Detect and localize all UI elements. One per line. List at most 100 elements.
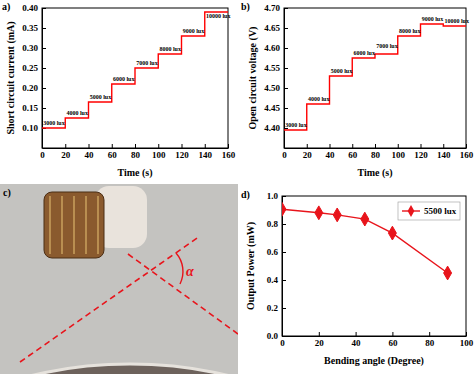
y-axis: 0.100.150.200.250.300.350.40 [22,3,46,148]
tick-mark [282,224,286,225]
tick-mark [319,332,320,336]
tick-mark [356,332,357,336]
tick: 0.4 [267,275,286,285]
tick: 0.0 [267,331,286,341]
tick-mark [282,280,286,281]
tick: 0.2 [267,303,286,313]
photo-background [0,184,238,374]
tick-label: 0.35 [22,23,38,33]
angle-arc [176,253,183,284]
tick-mark [42,88,46,89]
tick: 4.65 [264,23,288,33]
tick-mark [398,144,399,148]
annotation: 7000 lux [376,43,398,49]
marker [282,202,286,216]
tick: 100 [152,144,166,160]
tick: 4.60 [264,43,288,53]
tick-mark [282,196,286,197]
marker [361,212,369,226]
tick-label: 60 [348,150,358,160]
marks [284,24,466,130]
tick-mark [228,144,229,148]
tick-mark [284,48,288,49]
tick-label: 0.40 [22,3,38,13]
angle-label: α [186,264,194,279]
tick-mark [284,68,288,69]
tick-mark [42,28,46,29]
y-axis-title: Open circuit voltage (V) [247,27,259,130]
tick: 80 [425,332,435,348]
tick: 0.40 [22,3,46,13]
tick-label: 0.25 [22,63,38,73]
tick-label: 80 [131,150,141,160]
tick-label: 0.0 [267,331,279,341]
tick-mark [443,144,444,148]
tick: 0.30 [22,43,46,53]
annotation: 6000 lux [353,50,375,56]
angle-line [128,254,238,334]
tick: 0.20 [22,83,46,93]
tick-mark [284,88,288,89]
tick-mark [307,144,308,148]
tick-label: 4.50 [264,83,280,93]
tick-label: 0.4 [267,275,279,285]
tick-label: 40 [85,150,95,160]
inset-cell-line [73,196,74,254]
annotation: 8000 lux [399,28,421,34]
tick: 0.15 [22,103,46,113]
tick-mark [205,144,206,148]
tick-mark [282,308,286,309]
tick: 0.35 [22,23,46,33]
annotation: 9000 lux [422,16,444,22]
legend-marker [408,205,415,217]
inset-device [44,192,104,258]
legend-box [398,202,460,220]
x-axis: 020406080100120140160 [282,144,474,160]
tick-label: 40 [326,150,336,160]
tick: 0.8 [267,219,286,229]
tick-label: 4.70 [264,3,280,13]
panel: 0204060801001201401604.404.454.504.554.6… [247,3,474,179]
tick-label: 4.40 [264,123,280,133]
tick: 60 [348,144,358,160]
x-axis-line [283,336,467,337]
tick-mark [89,144,90,148]
y-axis: 0.00.20.40.60.81.0 [267,191,286,341]
tick: 0.25 [22,63,46,73]
tick-label: 60 [108,150,118,160]
panel-label: b) [241,1,250,13]
tick-label: 100 [152,150,166,160]
tick: 1.0 [267,191,286,201]
tick: 4.70 [264,3,288,13]
annotation: 3000 lux [43,120,65,126]
tick-label: 20 [61,150,71,160]
annotation: 4000 lux [66,110,88,116]
x-axis-line [43,148,229,149]
tick-mark [429,332,430,336]
tick-label: 160 [460,150,474,160]
x-axis-title: Time (s) [357,167,392,179]
plot-frame [284,8,466,148]
tick: 20 [315,332,325,348]
inset-cell-line [97,196,98,254]
tick-mark [466,144,467,148]
tick: 4.55 [264,63,288,73]
series-line [42,12,228,128]
tick-label: 140 [437,150,451,160]
tick-mark [330,144,331,148]
tick-label: 0 [282,150,287,160]
annotation: 5000 lux [90,94,112,100]
tick: 140 [437,144,451,160]
tick-label: 20 [303,150,313,160]
series-line [284,24,466,130]
y-axis-title: Short circuit current (mA) [5,21,17,134]
tick-mark [375,144,376,148]
tick-mark [135,144,136,148]
panel-label: d) [241,189,250,201]
tick-label: 120 [414,150,428,160]
tick-mark [284,28,288,29]
marker [333,208,341,222]
tick-mark [392,332,393,336]
tick: 160 [222,144,236,160]
tick: 60 [388,332,398,348]
